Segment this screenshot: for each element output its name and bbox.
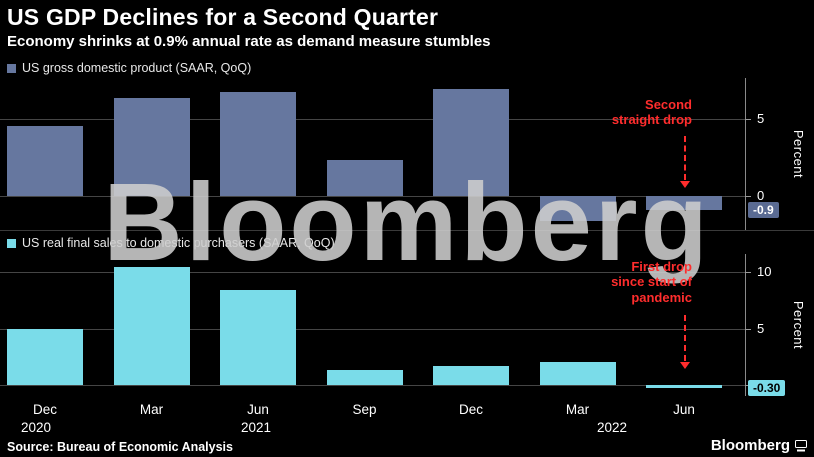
annotation-arrowhead-final-sales-icon [680, 362, 690, 369]
gdp-bar [220, 92, 296, 196]
x-tick-label: Dec [458, 402, 483, 417]
annotation-arrowhead-gdp-icon [680, 181, 690, 188]
gdp-bar [433, 89, 509, 196]
x-year-label: 2022 [596, 420, 628, 435]
last-value-badge-final-sales: -0.30 [748, 380, 786, 397]
final-sales-bar [113, 267, 190, 385]
x-tick-label: Jun [247, 402, 269, 417]
legend-label-gdp: US gross domestic product (SAAR, QoQ) [22, 61, 252, 75]
final-sales-gridline [0, 272, 746, 273]
source-text: Source: Bureau of Economic Analysis [7, 440, 233, 454]
panel-divider [0, 230, 814, 231]
last-value-badge-gdp: -0.9 [748, 201, 779, 218]
chart-title: US GDP Declines for a Second Quarter [7, 4, 439, 30]
final-sales-axis-tick [745, 328, 751, 330]
bloomberg-logo-text: Bloomberg [710, 437, 790, 454]
y-axis-line-gdp [745, 78, 746, 230]
y-axis-title-gdp: Percent [791, 129, 806, 179]
annotation-first-drop-pandemic: First drop since start of pandemic [611, 259, 692, 305]
gdp-axis-tick-label: 5 [757, 110, 765, 126]
final-sales-bar [433, 365, 509, 385]
gdp-bar [646, 196, 722, 210]
final-sales-bar [539, 362, 616, 385]
annotation-second-straight-drop: Second straight drop [612, 97, 692, 128]
gdp-gridline [0, 118, 746, 120]
legend-final-sales: US real final sales to domestic purchase… [7, 236, 335, 250]
gdp-bar [113, 98, 190, 196]
x-tick-label: Mar [139, 402, 164, 417]
x-tick-label: Dec [32, 402, 57, 417]
annotation-arrow-gdp [684, 136, 686, 180]
annotation-arrow-final-sales [684, 315, 686, 361]
gdp-axis-tick-label: 0 [757, 188, 765, 203]
panel-final-sales: Percent -0.30 1050 [0, 254, 814, 397]
gdp-bar [7, 126, 83, 196]
gdp-bar [326, 160, 403, 196]
x-axis: Dec Mar Jun Sep Dec Mar Jun 2020 2021 2022 [0, 402, 814, 442]
final-sales-gridline [0, 385, 746, 386]
x-year-label: 2020 [20, 420, 52, 435]
bloomberg-terminal-icon [795, 439, 807, 451]
gdp-axis-tick [745, 118, 751, 120]
legend-swatch-gdp-icon [7, 63, 16, 73]
final-sales-axis-tick [745, 272, 751, 273]
x-tick-label: Sep [352, 402, 377, 417]
y-axis-line-final-sales [745, 254, 746, 396]
gdp-axis-tick [745, 196, 751, 197]
final-sales-axis-tick-label: 10 [757, 264, 772, 279]
final-sales-gridline [0, 328, 746, 330]
gdp-gridline [0, 196, 746, 197]
y-axis-title-final-sales: Percent [791, 300, 806, 350]
legend-label-final-sales: US real final sales to domestic purchase… [22, 236, 335, 250]
final-sales-bar [220, 290, 296, 385]
final-sales-bar [326, 370, 403, 385]
gdp-bar [539, 196, 616, 221]
final-sales-axis-tick-label: 5 [757, 320, 765, 336]
final-sales-bar [7, 328, 83, 385]
bloomberg-logo: Bloomberg [711, 437, 807, 454]
annotation-line: since start of [611, 274, 692, 290]
final-sales-bar [646, 385, 722, 389]
panel-gdp: Percent -0.9 5 0 [0, 78, 814, 230]
x-tick-label: Mar [565, 402, 590, 417]
x-tick-label: Jun [673, 402, 695, 417]
annotation-line: First drop [631, 259, 692, 274]
annotation-line: Second [645, 97, 692, 112]
annotation-line: straight drop [611, 112, 692, 128]
chart-subtitle: Economy shrinks at 0.9% annual rate as d… [7, 33, 491, 50]
legend-swatch-final-sales-icon [7, 238, 16, 248]
annotation-line: pandemic [631, 289, 692, 305]
legend-gdp: US gross domestic product (SAAR, QoQ) [7, 61, 251, 75]
x-year-label: 2021 [240, 420, 272, 435]
